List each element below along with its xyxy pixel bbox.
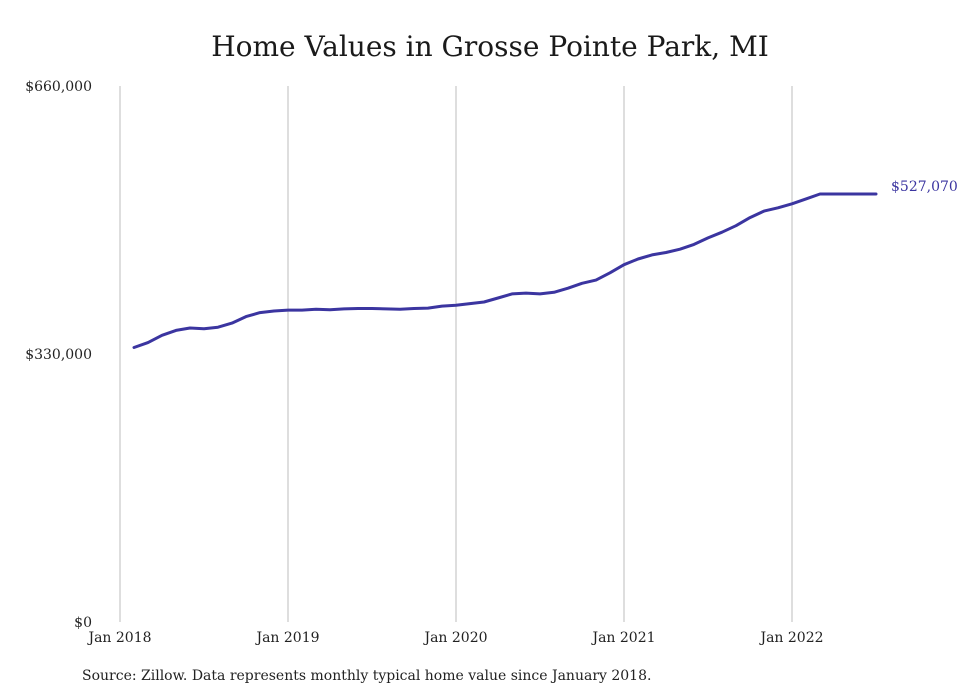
source-note: Source: Zillow. Data represents monthly … bbox=[82, 668, 652, 684]
end-value-label-group: $527,070 bbox=[891, 179, 958, 195]
vertical-gridlines bbox=[119, 86, 793, 622]
x-tick-label: Jan 2019 bbox=[254, 630, 319, 646]
series-line bbox=[132, 192, 878, 349]
y-tick-label: $0 bbox=[74, 615, 92, 631]
chart-title: Home Values in Grosse Pointe Park, MI bbox=[211, 30, 769, 63]
y-tick-label: $330,000 bbox=[25, 347, 92, 363]
series-line-group bbox=[132, 192, 878, 349]
x-tick-label: Jan 2020 bbox=[422, 630, 487, 646]
y-axis-labels: $0 $330,000 $660,000 bbox=[25, 79, 92, 631]
x-tick-label: Jan 2022 bbox=[758, 630, 823, 646]
line-chart: $0$330,000$660,000 Jan 2018 Jan 2019 Jan 2… bbox=[25, 79, 958, 646]
end-value-label: $527,070 bbox=[891, 179, 958, 195]
x-tick-label: Jan 2018 bbox=[86, 630, 151, 646]
y-tick-label: $660,000 bbox=[25, 79, 92, 95]
x-axis-labels: Jan 2018 Jan 2019 Jan 2020 Jan 2021 Jan 2022 bbox=[86, 630, 823, 646]
x-tick-label: Jan 2021 bbox=[590, 630, 655, 646]
